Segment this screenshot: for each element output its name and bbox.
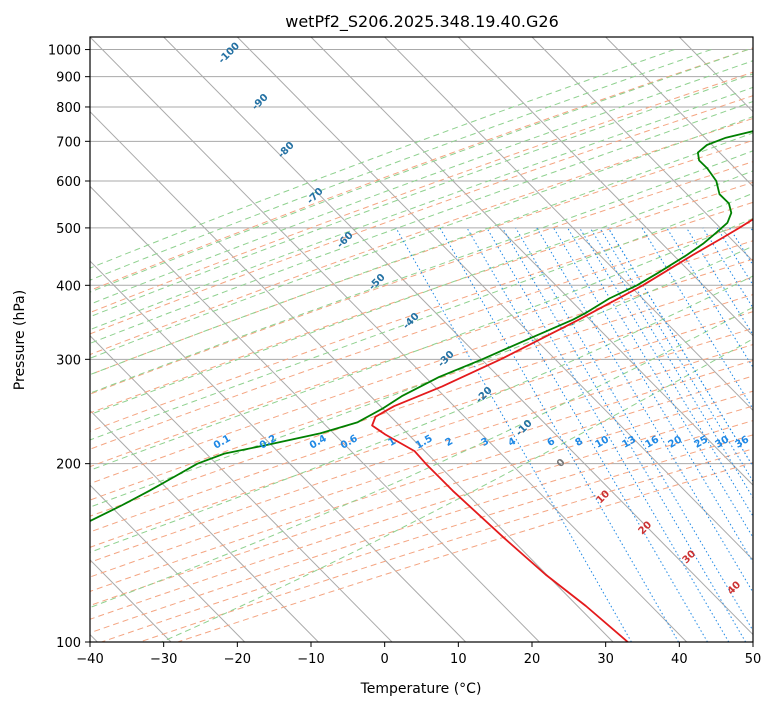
isotherm-line bbox=[384, 37, 753, 412]
isotherm-grid bbox=[90, 37, 753, 642]
moist-adiabats bbox=[90, 49, 753, 642]
x-tick-label: −40 bbox=[76, 652, 103, 667]
x-tick-label: 20 bbox=[524, 652, 541, 667]
dry-adiabat-line bbox=[90, 390, 753, 607]
y-tick-label: 400 bbox=[56, 279, 81, 294]
x-tick-label: 30 bbox=[597, 652, 614, 667]
y-tick-label: 200 bbox=[56, 458, 81, 473]
y-tick-label: 600 bbox=[56, 175, 81, 190]
x-axis-label: Temperature (°C) bbox=[360, 681, 482, 697]
profile-series bbox=[90, 130, 753, 642]
mixing-ratio-label: 1 bbox=[386, 436, 398, 449]
moist-adiabat-line bbox=[90, 217, 753, 471]
dry-adiabat-line bbox=[90, 240, 753, 468]
dry-adiabat-line bbox=[90, 258, 753, 485]
y-axis-label: Pressure (hPa) bbox=[12, 290, 28, 390]
moist-adiabat-line bbox=[90, 150, 753, 394]
y-tick-label: 1000 bbox=[48, 44, 81, 59]
isotherm-line bbox=[90, 484, 246, 642]
isotherm-line bbox=[90, 185, 540, 642]
isotherm-line bbox=[531, 37, 753, 262]
plot-frame bbox=[89, 36, 754, 643]
mixing-ratio-line bbox=[536, 227, 753, 594]
x-axis-ticks: −40 −30 −20 −10 0 10 20 30 40 50 bbox=[76, 642, 761, 667]
isotherm-line bbox=[90, 335, 393, 642]
dewpoint-line bbox=[90, 130, 753, 523]
y-tick-label: 800 bbox=[56, 101, 81, 116]
isotherm-line bbox=[163, 37, 753, 636]
isotherm-line bbox=[90, 110, 614, 642]
dry-adiabat-line bbox=[90, 181, 753, 414]
dry-adiabat-line bbox=[90, 327, 753, 548]
x-tick-label: 0 bbox=[381, 652, 389, 667]
isotherm-line bbox=[90, 409, 319, 642]
mixing-ratio-label: 2 bbox=[443, 436, 455, 449]
isobar-grid bbox=[90, 49, 753, 642]
isotherm-line bbox=[457, 37, 753, 337]
mixing-ratio-lines bbox=[395, 227, 753, 642]
y-tick-label: 500 bbox=[56, 222, 81, 237]
moist-adiabat-line bbox=[90, 49, 675, 269]
plot-area bbox=[90, 37, 753, 642]
dry-adiabat-line bbox=[90, 139, 753, 376]
dry-adiabat-line bbox=[90, 375, 753, 592]
mixing-ratio-line bbox=[502, 227, 747, 642]
y-tick-label: 100 bbox=[56, 636, 81, 651]
mixing-ratio-label: 4 bbox=[506, 436, 518, 449]
isotherm-line bbox=[90, 37, 688, 642]
moist-adiabat-line bbox=[161, 338, 753, 642]
y-tick-label: 300 bbox=[56, 353, 81, 368]
chart-title: wetPf2_S206.2025.348.19.40.G26 bbox=[285, 12, 559, 32]
moist-adiabat-line bbox=[90, 73, 753, 318]
moist-adiabat-line bbox=[90, 86, 753, 331]
moist-adiabat-line bbox=[90, 275, 753, 553]
x-tick-label: 10 bbox=[450, 652, 467, 667]
dry-adiabat-line bbox=[90, 201, 753, 432]
dry-adiabat-line bbox=[90, 161, 753, 395]
moist-adiabat-line bbox=[90, 170, 753, 416]
mixing-ratio-line bbox=[567, 227, 753, 539]
x-tick-label: −10 bbox=[297, 652, 324, 667]
mixing-ratio-label: 6 bbox=[545, 436, 557, 449]
x-tick-label: 50 bbox=[745, 652, 762, 667]
isotherm-line bbox=[90, 260, 467, 642]
mixing-ratio-label: 8 bbox=[573, 436, 585, 449]
dry-adiabat-line bbox=[90, 71, 753, 314]
mixing-ratio-line bbox=[515, 227, 753, 632]
mixing-ratio-line bbox=[641, 227, 753, 410]
dry-adiabats bbox=[90, 47, 753, 642]
y-tick-label: 900 bbox=[56, 71, 81, 86]
y-tick-label: 700 bbox=[56, 135, 81, 150]
dry-adiabat-line bbox=[90, 294, 753, 517]
dry-adiabat-line bbox=[90, 344, 753, 563]
y-axis-ticks: 100 200 300 400 500 600 700 800 900 1000 bbox=[48, 44, 90, 651]
moist-adiabat-line bbox=[90, 100, 753, 344]
mixing-ratio-line bbox=[395, 227, 632, 642]
mixing-ratio-line bbox=[553, 227, 753, 564]
temperature-line bbox=[371, 218, 753, 642]
dry-adiabat-line bbox=[90, 47, 753, 291]
x-tick-label: −30 bbox=[150, 652, 177, 667]
x-tick-label: 40 bbox=[671, 652, 688, 667]
isotherm-line bbox=[605, 37, 753, 188]
moist-adiabat-line bbox=[90, 49, 749, 293]
moist-adiabat-line bbox=[90, 49, 712, 281]
x-tick-label: −20 bbox=[224, 652, 251, 667]
mixing-ratio-label: 3 bbox=[479, 436, 491, 449]
